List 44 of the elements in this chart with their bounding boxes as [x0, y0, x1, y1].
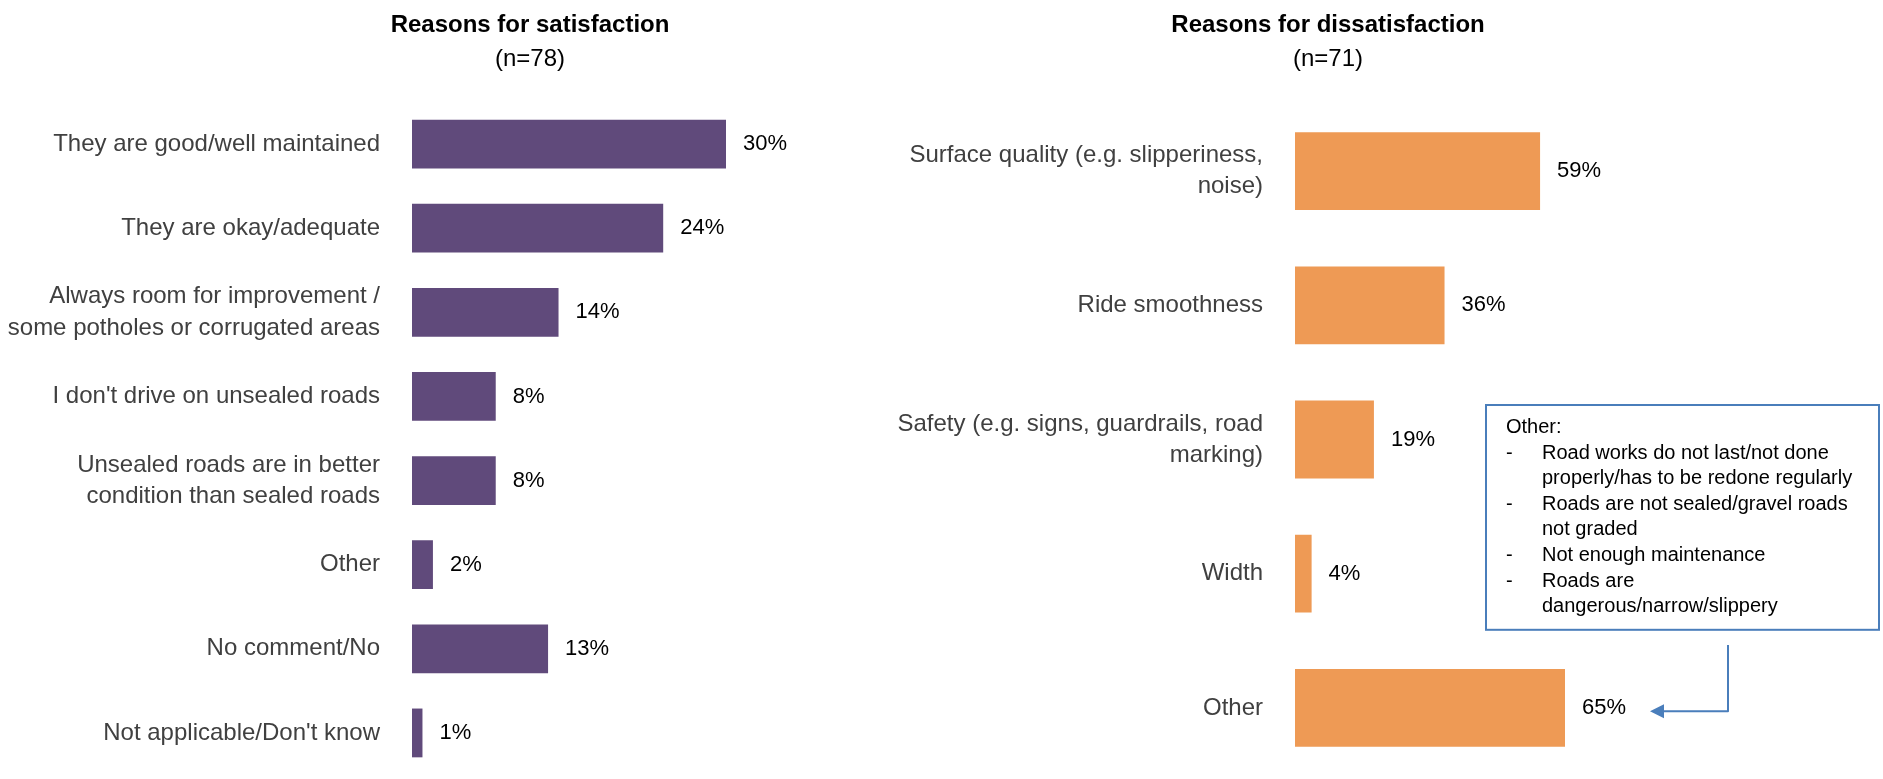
y-tick-label: Other — [1202, 692, 1263, 720]
y-tick-label: Other — [319, 549, 380, 577]
bar — [1295, 668, 1565, 747]
chart-title: Reasons for dissatisfaction — [1171, 9, 1485, 37]
chart-subtitle: (n=71) — [1292, 43, 1364, 71]
bar — [1295, 534, 1312, 613]
y-tick-label: Always room for improvement / some potholes or corrugated areas — [7, 281, 381, 340]
y-tick-label: I don't drive on unsealed roads — [52, 381, 380, 409]
bar — [412, 119, 726, 169]
data-label: 36% — [1461, 291, 1506, 317]
bar — [412, 708, 423, 758]
bar — [412, 624, 549, 674]
bar — [1295, 132, 1541, 211]
y-tick-label: No comment/No — [206, 633, 380, 661]
bar — [412, 203, 664, 253]
bar — [412, 540, 433, 590]
data-label: 30% — [743, 130, 788, 156]
data-label: 24% — [680, 214, 725, 240]
data-label: 13% — [565, 634, 610, 660]
data-label: 1% — [439, 719, 472, 744]
data-label: 8% — [512, 466, 545, 492]
data-label: 8% — [512, 382, 545, 408]
data-label: 65% — [1582, 693, 1627, 719]
bar — [412, 372, 496, 421]
y-tick-label: They are okay/adequate — [121, 212, 380, 240]
y-tick-label: Unsealed roads are in better condition than sealed roads — [77, 449, 380, 508]
bar — [412, 456, 496, 505]
y-tick-label: Ride smoothness — [1077, 289, 1263, 317]
bar — [1295, 400, 1374, 479]
bar — [1295, 266, 1445, 345]
text: Other: - Road works do not last/not done properly/has to be redone regularly - Roads are not sealed/gravel roads not graded - Not enough maintenance - Roads are dangerous/narrow/slippery — [1506, 415, 1853, 617]
y-tick-label: Surface quality (e.g. slipperiness, noise) — [909, 140, 1263, 199]
y-tick-label: Width — [1201, 558, 1263, 586]
chart-title: Reasons for satisfaction — [390, 9, 670, 37]
data-label: 14% — [575, 298, 620, 324]
bar — [412, 287, 559, 337]
y-tick-label: Safety (e.g. signs, guardrails, road marking) — [897, 408, 1263, 467]
data-label: 59% — [1557, 157, 1602, 183]
y-tick-label: They are good/well maintained — [53, 128, 380, 156]
y-tick-label: Not applicable/Don't know — [103, 717, 381, 745]
chart-subtitle: (n=78) — [494, 43, 566, 71]
data-label: 2% — [449, 550, 482, 576]
data-label: 4% — [1328, 559, 1361, 585]
data-label: 19% — [1390, 425, 1435, 451]
